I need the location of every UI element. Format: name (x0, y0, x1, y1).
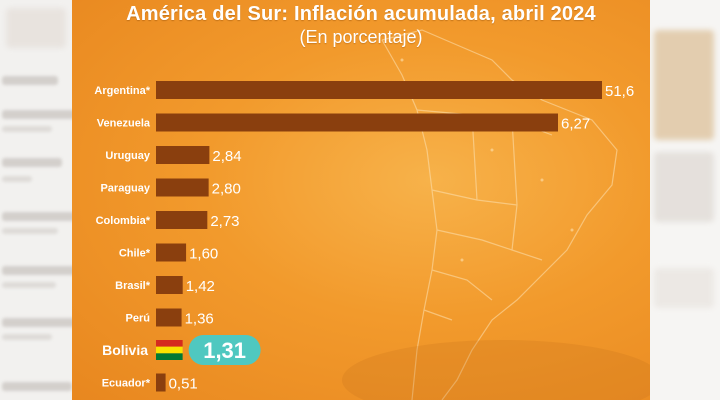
category-label-chile: Chile* (119, 248, 151, 260)
bar-peru (156, 308, 182, 327)
category-label-uruguay: Uruguay (105, 150, 151, 162)
bar-paraguay (156, 178, 209, 197)
category-label-argentina: Argentina* (94, 85, 150, 97)
category-label-brasil: Brasil* (115, 280, 151, 292)
chart-title: América del Sur: Inflación acumulada, ab… (126, 3, 596, 25)
value-label-chile: 1,60 (189, 246, 218, 263)
bar-bolivia-stripe-2 (156, 346, 183, 354)
value-label-colombia: 2,73 (210, 213, 239, 230)
highlight-badge (188, 335, 261, 365)
value-label-brasil: 1,42 (186, 278, 215, 295)
infographic-panel: América del Sur: Inflación acumulada, ab… (72, 0, 650, 400)
bar-bolivia-stripe-1 (156, 340, 183, 347)
bar-venezuela (156, 113, 558, 132)
value-label-ecuador: 0,51 (169, 376, 198, 393)
value-label-paraguay: 2,80 (212, 181, 241, 198)
value-label-venezuela: 6,27 (561, 116, 590, 133)
background-page-right (648, 0, 720, 400)
value-label-uruguay: 2,84 (212, 148, 241, 165)
chart-subtitle: (En porcentaje) (299, 27, 423, 47)
value-label-bolivia: 1,31 (203, 338, 246, 363)
category-label-ecuador: Ecuador* (102, 378, 151, 390)
bar-colombia (156, 211, 208, 229)
value-label-peru: 1,36 (185, 311, 214, 328)
bar-uruguay (156, 146, 210, 164)
bar-argentina (156, 81, 602, 99)
bar-brasil (156, 276, 183, 294)
background-page-left (0, 0, 78, 400)
category-label-bolivia: Bolivia (102, 342, 148, 358)
bar-chile (156, 243, 187, 262)
category-label-paraguay: Paraguay (100, 183, 150, 195)
bar-ecuador (156, 373, 166, 392)
category-label-peru: Perú (126, 313, 150, 325)
category-label-colombia: Colombia* (96, 215, 151, 227)
value-label-argentina: 51,6 (605, 83, 634, 100)
bar-bolivia-stripe-3 (156, 353, 183, 360)
category-label-venezuela: Venezuela (97, 118, 151, 130)
bar-chart: Argentina* 51,6 Venezuela 6,27 Uruguay 2,84 Pa… (94, 81, 634, 393)
